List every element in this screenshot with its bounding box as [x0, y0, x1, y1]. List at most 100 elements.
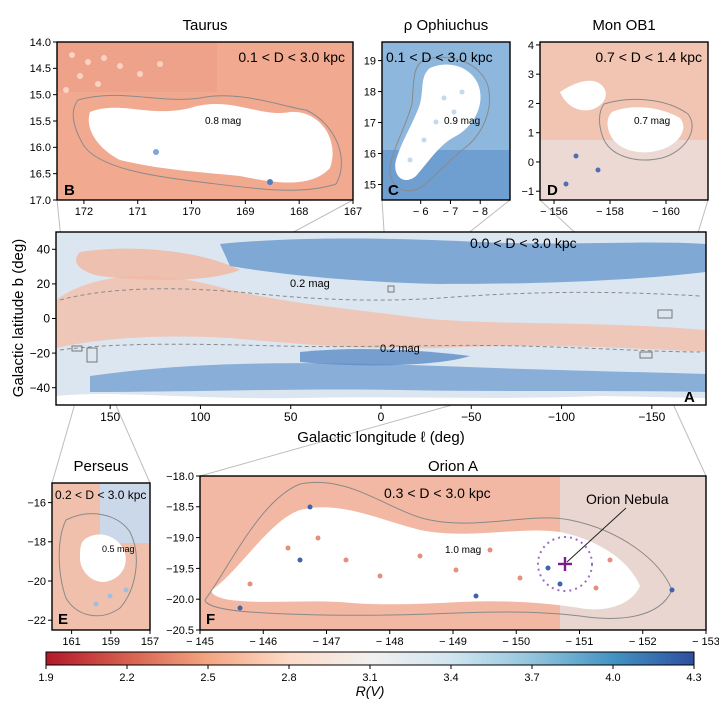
panel-e-title: Perseus — [73, 458, 128, 475]
panel-d-contour — [599, 98, 693, 161]
y-tick-label: −40 — [30, 381, 51, 395]
panel-e-axes: 161 159 157 −16 −18 −20 −22 — [27, 497, 159, 648]
x-tick-label: − 7 — [443, 206, 459, 218]
colorbar-ticks: 1.9 2.2 2.5 2.8 3.1 3.4 3.7 4.0 4.3 — [38, 665, 702, 684]
x-tick-label: 0 — [378, 410, 385, 424]
panel-f-points-blue — [237, 504, 675, 611]
colorbar-label: R(V) — [356, 683, 385, 699]
x-tick-label: 171 — [129, 206, 147, 218]
colorbar-tick-label: 3.4 — [443, 672, 458, 684]
y-tick-label: −20.5 — [166, 625, 194, 637]
panel-a-contour-north — [59, 288, 701, 301]
panel-c-points — [407, 89, 465, 163]
panel-a-blue-mid — [300, 349, 470, 366]
panel-a-box-orion-a — [639, 351, 653, 359]
panel-b-blue-point — [153, 149, 159, 155]
y-tick-label: 16.0 — [30, 142, 51, 154]
orion-nebula-pointer — [566, 507, 627, 563]
x-tick-label: 100 — [190, 410, 210, 424]
y-tick-label: −19.0 — [166, 532, 194, 544]
panel-b-contour-label: 0.8 mag — [205, 116, 241, 127]
x-tick-label: − 146 — [249, 636, 277, 648]
panel-d-points — [563, 153, 601, 187]
panel-a-box-mon-ob1 — [657, 309, 673, 319]
colorbar-tick-label: 1.9 — [38, 672, 53, 684]
panel-f-title: Orion A — [428, 458, 478, 475]
panel-all-sky: 0.0 < D < 3.0 kpc 0.2 mag 0.2 mag A Gala… — [10, 231, 707, 446]
x-tick-label: 170 — [182, 206, 200, 218]
panel-a-box-perseus — [86, 347, 98, 363]
y-tick-label: 20 — [37, 277, 51, 291]
y-tick-label: −18 — [27, 537, 46, 549]
x-tick-label: 50 — [284, 410, 298, 424]
y-tick-label: 2 — [528, 98, 534, 110]
panel-c-contour — [389, 56, 490, 192]
panel-f-cloud — [211, 507, 640, 610]
panel-a-distance-label: 0.0 < D < 3.0 kpc — [470, 235, 577, 251]
colorbar-tick-label: 2.8 — [281, 672, 296, 684]
panel-perseus: Perseus 0.2 < D < 3.0 kpc 0.5 mag E 161 1… — [27, 458, 159, 648]
panel-c-title: ρ Ophiuchus — [404, 17, 488, 34]
x-tick-label: 161 — [62, 636, 80, 648]
y-tick-label: 15 — [364, 179, 376, 191]
panel-b-cloud — [88, 103, 333, 183]
panel-a-contour-label-south: 0.2 mag — [380, 343, 420, 355]
panel-d-contour-label: 0.7 mag — [634, 116, 670, 127]
panel-e-letter: E — [58, 611, 68, 628]
colorbar-tick-label: 4.0 — [605, 672, 620, 684]
panel-c-distance-label: 0.1 < D < 3.0 kpc — [386, 49, 493, 65]
panel-a-axes: 150 100 50 0 −50 −100 −150 40 20 0 −20 −40 — [30, 243, 666, 425]
y-tick-label: 17.0 — [30, 195, 51, 207]
y-tick-label: 40 — [37, 243, 51, 257]
panel-b-letter: B — [64, 182, 75, 199]
x-tick-label: − 6 — [413, 206, 429, 218]
y-tick-label: 15.0 — [30, 90, 51, 102]
panel-b-distance-label: 0.1 < D < 3.0 kpc — [238, 49, 345, 65]
y-tick-label: −16 — [27, 497, 46, 509]
panel-a-contour-south — [59, 343, 701, 353]
panel-taurus: Taurus 0.1 < D < 3.0 kpc 0.8 mag B 172 17… — [30, 17, 363, 218]
y-tick-label: −1 — [521, 186, 534, 198]
x-tick-label: 169 — [236, 206, 254, 218]
y-tick-label: −18.0 — [166, 471, 194, 483]
x-tick-label: − 8 — [472, 206, 488, 218]
panel-a-red-band — [56, 276, 706, 352]
panel-f-axes: − 145 − 146 − 147 − 148 − 149 − 150 − 151 − 152… — [166, 471, 719, 648]
panel-a-blue-north — [220, 238, 706, 284]
panel-f-points-red — [247, 535, 613, 591]
colorbar-tick-label: 3.1 — [362, 672, 377, 684]
x-tick-label: − 158 — [596, 206, 624, 218]
panel-e-cloud — [80, 534, 126, 582]
x-tick-label: − 149 — [439, 636, 467, 648]
orion-nebula-marker — [558, 557, 572, 571]
panel-f-contour-label: 1.0 mag — [445, 545, 481, 556]
panel-c-letter: C — [388, 182, 399, 199]
panel-d-title: Mon OB1 — [592, 17, 655, 34]
y-tick-label: 3 — [528, 69, 534, 81]
panel-b-title: Taurus — [182, 17, 227, 34]
y-tick-label: 1 — [528, 128, 534, 140]
panel-f-distance-label: 0.3 < D < 3.0 kpc — [384, 485, 491, 501]
y-tick-label: −19.5 — [166, 563, 194, 575]
x-tick-label: 168 — [290, 206, 308, 218]
colorbar-tick-label: 3.7 — [524, 672, 539, 684]
panel-a-box-taurus — [71, 345, 83, 352]
panel-a-red-patch — [76, 248, 240, 280]
colorbar-tick-label: 2.5 — [200, 672, 215, 684]
y-tick-label: 14.0 — [30, 37, 51, 49]
x-tick-label: −150 — [638, 410, 665, 424]
panel-d-cloud — [607, 107, 684, 153]
y-tick-label: −20 — [27, 576, 46, 588]
panel-d-tint — [540, 140, 708, 200]
panel-d-distance-label: 0.7 < D < 1.4 kpc — [595, 49, 702, 65]
panel-b-axes: 172 171 170 169 168 167 14.0 14.5 15.0 15.5 16.0 16… — [30, 37, 363, 218]
colorbar: 1.9 2.2 2.5 2.8 3.1 3.4 3.7 4.0 4.3 R(V) — [38, 651, 702, 699]
panel-e-tint — [100, 483, 150, 543]
y-tick-label: 16.5 — [30, 169, 51, 181]
x-tick-label: − 145 — [186, 636, 214, 648]
panel-f-annotation: Orion Nebula — [586, 491, 669, 507]
panel-d-frame — [539, 41, 709, 201]
x-tick-label: 167 — [344, 206, 362, 218]
x-tick-label: − 147 — [313, 636, 341, 648]
panel-d-letter: D — [547, 182, 558, 199]
